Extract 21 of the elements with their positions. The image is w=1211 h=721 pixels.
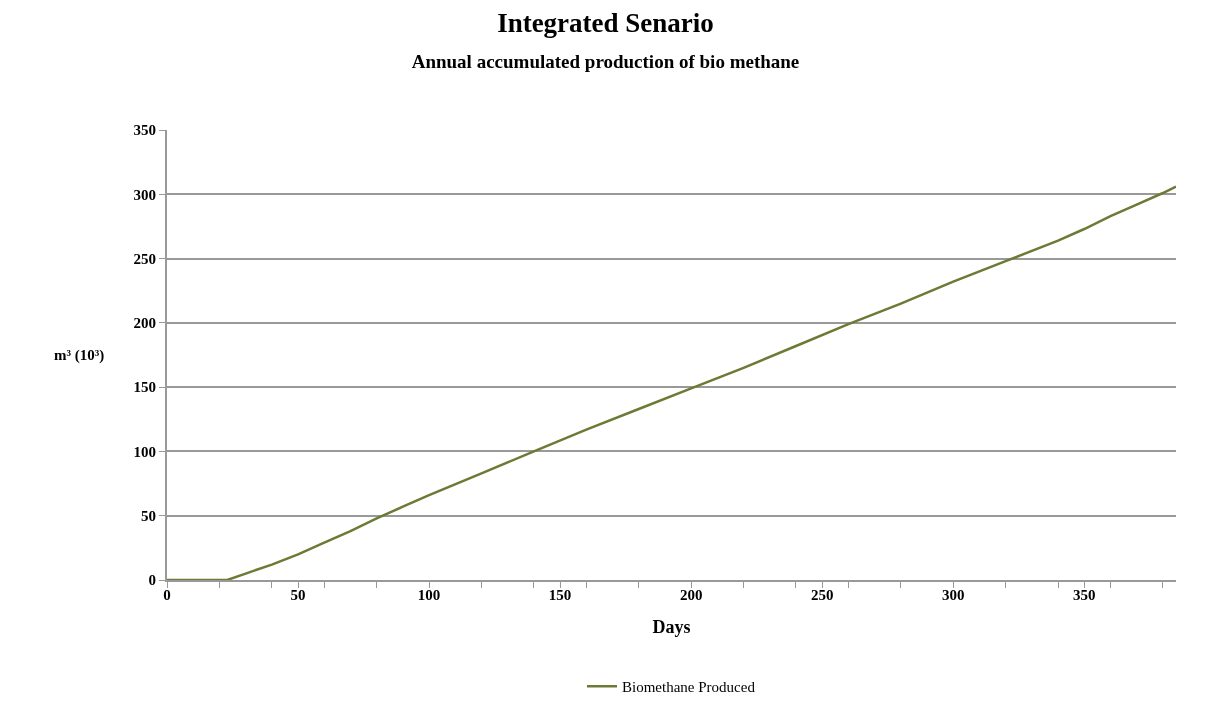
y-tick-label: 150 bbox=[133, 379, 156, 396]
y-tick-label: 100 bbox=[133, 443, 156, 460]
y-tick-label: 350 bbox=[133, 122, 156, 139]
chart-title: Integrated Senario bbox=[497, 8, 714, 39]
x-tick-label: 100 bbox=[417, 587, 441, 603]
y-tick-label: 0 bbox=[148, 572, 156, 589]
y-axis-title: m³ (10³) bbox=[54, 347, 105, 364]
y-tick-label: 50 bbox=[141, 507, 156, 524]
y-tick-label: 250 bbox=[133, 250, 156, 267]
x-tick-label: 0 bbox=[163, 587, 171, 603]
x-axis-title: Days bbox=[652, 616, 691, 637]
x-tick-label: 200 bbox=[679, 587, 703, 603]
y-tick-label: 300 bbox=[133, 186, 156, 203]
x-tick-label: 150 bbox=[548, 587, 572, 603]
y-tick-label: 200 bbox=[133, 315, 156, 332]
x-tick-label: 350 bbox=[1073, 587, 1096, 603]
x-tick-label: 50 bbox=[290, 587, 306, 603]
x-tick-label: 250 bbox=[810, 587, 834, 603]
x-tick-label: 300 bbox=[941, 587, 965, 603]
chart-subtitle: Annual accumulated production of bio methane bbox=[411, 50, 800, 72]
legend-label: Biomethane Produced bbox=[622, 679, 756, 696]
